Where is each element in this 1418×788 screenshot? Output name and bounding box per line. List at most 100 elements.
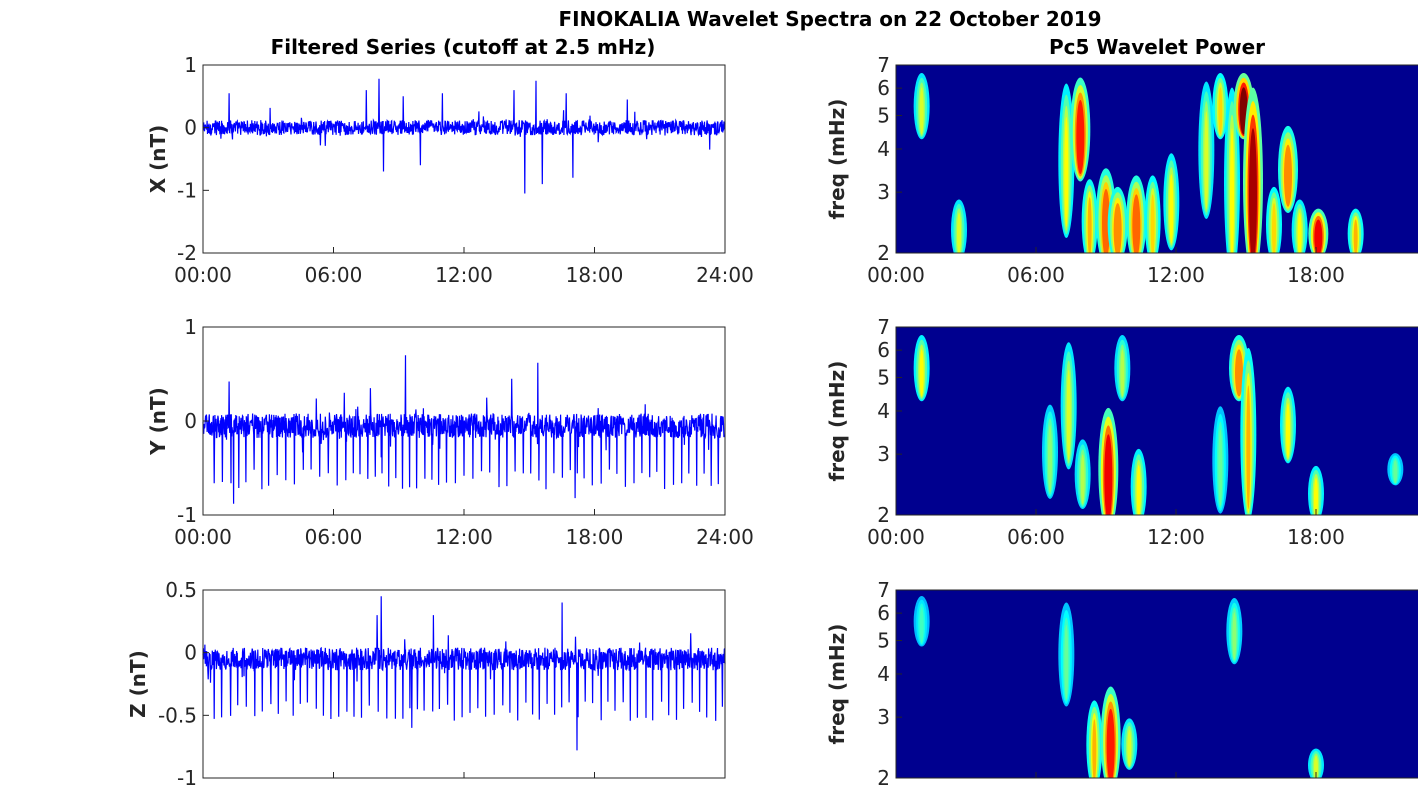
x-tick-label: 12:00	[435, 263, 493, 287]
filtered-series-line	[202, 596, 726, 751]
y-tick-label: -2	[177, 241, 197, 265]
y-axis-label: X (nT)	[146, 125, 170, 194]
x-tick-label: 24:00	[696, 263, 754, 287]
wavelet-power-blob	[1066, 369, 1071, 461]
y-tick-label: -1	[177, 178, 197, 202]
wavelet-power-blob	[1204, 111, 1209, 210]
y-tick-label: 5	[877, 628, 890, 652]
axes-frame	[202, 64, 726, 254]
x-tick-label: 18:00	[566, 263, 624, 287]
y-tick-label: 6	[877, 601, 890, 625]
y-tick-label: 0	[184, 116, 197, 140]
y-axis-label: freq (mHz)	[825, 99, 849, 220]
wavelet-power-blob	[1113, 203, 1122, 253]
wavelet-power-blob	[1064, 624, 1069, 700]
y-axis-label: Z (nT)	[126, 650, 150, 718]
wavelet-power-blob	[1218, 429, 1223, 506]
wavelet-power-blob	[1272, 203, 1276, 253]
y-tick-label: 3	[877, 705, 890, 729]
spectrogram-background	[896, 327, 1418, 515]
y-axis-label: freq (mHz)	[825, 624, 849, 745]
y-tick-label: 2	[877, 766, 890, 788]
wavelet-power-blob	[1150, 194, 1155, 253]
x-tick-label: 12:00	[1147, 263, 1205, 287]
y-tick-label: 4	[877, 399, 890, 423]
x-tick-label: 18:00	[1287, 525, 1345, 549]
y-tick-label: 3	[877, 442, 890, 466]
x-tick-label: 06:00	[1007, 263, 1065, 287]
wavelet-power-blob	[1132, 194, 1141, 253]
y-axis-label: Y (nT)	[146, 387, 170, 456]
x-tick-label: 12:00	[1147, 525, 1205, 549]
wavelet-power-blob	[1106, 708, 1115, 778]
y-tick-label: 1	[184, 315, 197, 339]
spectrogram-background	[896, 590, 1418, 778]
wavelet-power-blob	[1104, 434, 1113, 515]
y-tick-label: 4	[877, 662, 890, 686]
wavelet-power-blob	[1076, 99, 1085, 175]
wavelet-power-blob	[1286, 403, 1290, 458]
y-tick-label: 6	[877, 76, 890, 100]
wavelet-power-blob	[957, 212, 961, 253]
wavelet-power-blob	[919, 606, 924, 643]
x-tick-label: 18:00	[1287, 263, 1345, 287]
wavelet-power-blob	[919, 87, 924, 135]
x-tick-label: 24:00	[696, 525, 754, 549]
x-tick-label: 00:00	[867, 525, 925, 549]
y-tick-label: -1	[177, 766, 197, 788]
z-series-panel: -1 -0.5 0 0.5 Z (nT)	[126, 578, 726, 788]
wavelet-power-blob	[1314, 219, 1323, 253]
y-tick-label: 0	[184, 641, 197, 665]
y-tick-label: 7	[877, 578, 890, 602]
y-tick-label: 6	[877, 338, 890, 362]
wavelet-power-blob	[1064, 116, 1069, 227]
y-tick-label: 2	[877, 241, 890, 265]
x-tick-label: 06:00	[305, 525, 363, 549]
x-tick-label: 12:00	[435, 525, 493, 549]
y-tick-label: 7	[877, 315, 890, 339]
wavelet-power-blob	[1393, 460, 1398, 484]
wavelet-power-blob	[1353, 219, 1358, 253]
y-tick-label: 7	[877, 53, 890, 77]
wavelet-power-blob	[1087, 197, 1092, 253]
x-tick-label: 06:00	[1007, 525, 1065, 549]
y-tick-label: 0	[184, 409, 197, 433]
z-wavelet-panel: 2 3 4 5 67 freq (mHz)	[825, 578, 1418, 788]
wavelet-power-blob	[1092, 719, 1097, 778]
y-tick-label: 3	[877, 180, 890, 204]
y-tick-label: -1	[177, 503, 197, 527]
wavelet-power-blob	[1246, 385, 1251, 510]
wavelet-power-blob	[1297, 212, 1302, 253]
filtered-series-line	[202, 78, 726, 194]
x-tick-label: 06:00	[305, 263, 363, 287]
right-column-title: Pc5 Wavelet Power	[1049, 35, 1265, 59]
y-tick-label: 1	[184, 53, 197, 77]
y-tick-label: 2	[877, 503, 890, 527]
wavelet-power-blob	[1136, 465, 1141, 515]
wavelet-power-blob	[1102, 189, 1110, 253]
x-tick-label: 00:00	[867, 263, 925, 287]
y-tick-label: 5	[877, 103, 890, 127]
wavelet-power-blob	[1314, 477, 1318, 515]
wavelet-power-blob	[1127, 729, 1132, 767]
wavelet-power-blob	[919, 349, 924, 397]
wavelet-power-blob	[1048, 425, 1052, 493]
wavelet-power-blob	[1235, 349, 1243, 397]
x-tick-label: 00:00	[174, 525, 232, 549]
wavelet-power-blob	[1249, 128, 1257, 253]
left-column-title: Filtered Series (cutoff at 2.5 mHz)	[271, 35, 656, 59]
y-series-panel: -1 0 1 00:00 06:00 12:00 18:00 24:00 Y (nT)	[146, 315, 754, 549]
wavelet-power-blob	[1232, 612, 1237, 660]
x-tick-label: 00:00	[174, 263, 232, 287]
y-axis-label: freq (mHz)	[825, 361, 849, 482]
wavelet-power-blob	[1080, 454, 1085, 505]
figure-title: FINOKALIA Wavelet Spectra on 22 October …	[558, 7, 1101, 31]
wavelet-power-blob	[1218, 87, 1223, 135]
wavelet-power-blob	[1314, 755, 1318, 778]
wavelet-power-blob	[1120, 349, 1125, 397]
y-tick-label: 0.5	[165, 578, 197, 602]
x-series-panel: -2 -1 0 1 00:00 06:00 12:00 18:00 24:00 X (nT)	[146, 53, 754, 287]
